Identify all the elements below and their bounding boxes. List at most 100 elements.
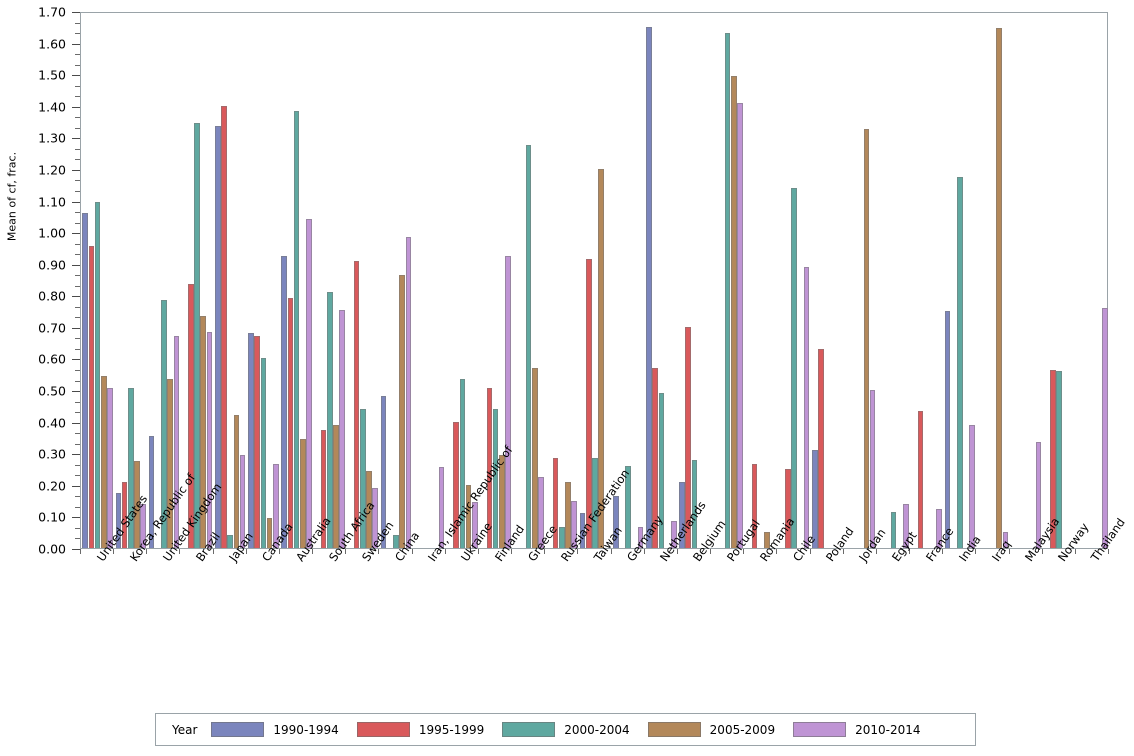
y-tick-minor xyxy=(75,317,80,319)
bar xyxy=(221,105,227,548)
x-tick-mark xyxy=(245,549,247,554)
bar xyxy=(818,349,824,548)
bar xyxy=(372,487,379,548)
x-tick-mark xyxy=(875,549,877,554)
y-tick-mark xyxy=(72,169,80,171)
bar xyxy=(453,421,459,548)
bar xyxy=(586,258,592,548)
x-tick-mark xyxy=(179,549,181,554)
x-tick-mark xyxy=(776,549,778,554)
y-tick-minor xyxy=(75,412,80,414)
legend-swatch xyxy=(793,722,847,737)
y-tick-mark xyxy=(72,549,80,550)
legend-entry[interactable]: 2000-2004 xyxy=(502,722,630,737)
legend-entry[interactable]: 1995-1999 xyxy=(356,722,485,737)
legend-entry[interactable]: 2005-2009 xyxy=(647,722,775,737)
y-tick-mark xyxy=(72,43,80,45)
y-tick-minor xyxy=(75,159,80,161)
bar xyxy=(405,236,412,548)
bar xyxy=(88,246,95,548)
bar xyxy=(498,454,505,548)
y-tick-minor xyxy=(75,117,80,119)
x-tick-mark xyxy=(743,549,745,554)
legend-entry[interactable]: 2010-2014 xyxy=(793,722,921,737)
bar xyxy=(215,126,221,548)
x-tick-mark xyxy=(909,549,911,554)
bar xyxy=(339,309,345,548)
y-tick-minor xyxy=(75,127,80,129)
legend-swatch xyxy=(647,722,701,737)
bar xyxy=(492,409,499,548)
legend-entry[interactable]: 1990-1994 xyxy=(211,722,339,737)
bar xyxy=(538,476,544,548)
y-tick-mark xyxy=(72,296,80,298)
bar xyxy=(94,202,101,548)
bar xyxy=(637,527,644,548)
bar xyxy=(863,129,870,548)
x-tick-mark xyxy=(511,549,513,554)
bar xyxy=(598,168,604,548)
y-tick-label: 0.70 xyxy=(38,320,66,336)
legend-label: 1995-1999 xyxy=(418,722,485,737)
x-tick-mark xyxy=(312,549,314,554)
bar xyxy=(532,367,538,548)
y-tick-minor xyxy=(75,370,80,371)
bar xyxy=(459,379,466,548)
y-tick-mark xyxy=(72,106,80,108)
y-tick-minor xyxy=(75,338,80,340)
y-tick-minor xyxy=(75,254,80,256)
bars-layer xyxy=(81,13,1108,548)
y-tick-label: 1.60 xyxy=(38,36,66,52)
y-tick-minor xyxy=(75,64,80,66)
bar xyxy=(936,508,942,548)
y-tick-minor xyxy=(75,506,80,508)
legend-label: 2010-2014 xyxy=(855,722,921,737)
y-tick-minor xyxy=(75,496,80,498)
y-tick-minor xyxy=(75,433,80,435)
bar xyxy=(903,503,909,548)
bar xyxy=(248,333,254,548)
legend-title: Year xyxy=(172,722,198,737)
bar xyxy=(326,292,333,548)
bar xyxy=(320,429,327,548)
legend-label: 2000-2004 xyxy=(564,722,630,737)
bar xyxy=(996,28,1002,548)
x-tick-mark xyxy=(212,549,214,554)
bar xyxy=(140,503,146,548)
bar xyxy=(658,393,665,548)
bar xyxy=(685,326,692,548)
y-tick-label: 1.40 xyxy=(38,99,66,115)
legend-swatch xyxy=(356,722,410,737)
bar xyxy=(471,502,478,548)
x-tick-mark xyxy=(80,549,81,554)
bar xyxy=(287,298,294,548)
x-tick-mark xyxy=(1074,549,1076,554)
y-tick-label: 0.00 xyxy=(38,541,66,557)
y-tick-minor xyxy=(75,222,80,224)
x-tick-mark xyxy=(146,549,148,554)
x-tick-mark xyxy=(544,549,546,554)
bar xyxy=(592,457,598,548)
y-tick-label: 0.10 xyxy=(38,509,66,525)
y-tick-minor xyxy=(75,96,80,98)
y-tick-label: 0.90 xyxy=(38,257,66,273)
y-tick-minor xyxy=(75,33,80,35)
bar xyxy=(254,336,260,548)
bar xyxy=(1102,307,1108,548)
y-tick-mark xyxy=(72,201,80,203)
x-tick-mark xyxy=(842,549,844,554)
bar xyxy=(571,500,578,548)
y-tick-mark xyxy=(72,327,80,329)
bar xyxy=(764,532,770,548)
bar xyxy=(127,388,134,548)
plot-area xyxy=(80,12,1108,549)
bar xyxy=(115,492,122,548)
y-tick-mark xyxy=(72,233,80,235)
bar xyxy=(890,511,897,548)
bar xyxy=(505,255,511,548)
bar xyxy=(803,266,810,548)
bar xyxy=(579,513,586,548)
x-tick-mark xyxy=(975,549,977,554)
bar xyxy=(679,481,685,548)
bar xyxy=(100,375,107,548)
